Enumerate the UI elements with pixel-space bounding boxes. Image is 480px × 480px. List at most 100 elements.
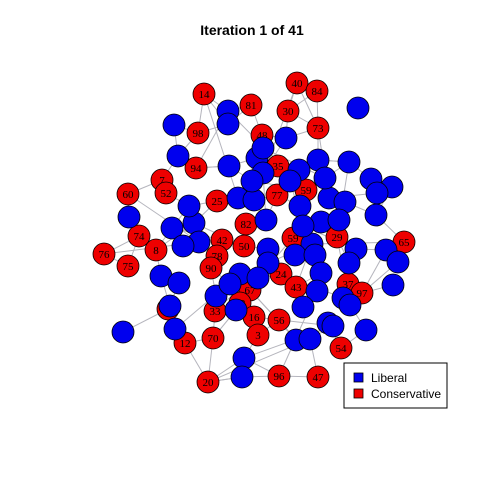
liberal-node [322, 315, 344, 337]
node-label: 3 [255, 330, 261, 342]
conservative-node: 8 [145, 239, 167, 261]
node-label: 81 [246, 100, 257, 112]
liberal-node-circle [168, 272, 190, 294]
liberal-node [255, 209, 277, 231]
node-label: 30 [283, 106, 295, 118]
liberal-node-circle [241, 170, 263, 192]
liberal-node-circle [163, 114, 185, 136]
liberal-node [112, 321, 134, 343]
liberal-node [163, 114, 185, 136]
conservative-node: 60 [117, 183, 139, 205]
legend: Liberal Conservative [344, 363, 447, 408]
conservative-node: 81 [240, 94, 262, 116]
liberal-node-circle [172, 235, 194, 257]
node-label: 77 [272, 190, 284, 202]
legend-box [344, 363, 447, 408]
liberal-node [159, 295, 181, 317]
liberal-node-circle [233, 347, 255, 369]
liberal-node-circle [289, 195, 311, 217]
liberal-node [178, 195, 200, 217]
liberal-node-circle [347, 97, 369, 119]
liberal-node [252, 137, 274, 159]
liberal-node-circle [217, 113, 239, 135]
liberal-node [328, 209, 350, 231]
liberal-node [233, 347, 255, 369]
liberal-node-circle [112, 321, 134, 343]
legend-label-liberal: Liberal [371, 371, 407, 385]
liberal-node [382, 274, 404, 296]
node-label: 20 [203, 377, 215, 389]
liberal-node-circle [382, 274, 404, 296]
liberal-node [365, 204, 387, 226]
node-label: 12 [180, 338, 191, 350]
liberal-node-circle [225, 299, 247, 321]
liberal-node-circle [231, 366, 253, 388]
conservative-node: 50 [233, 235, 255, 257]
liberal-node [225, 299, 247, 321]
conservative-node: 30 [277, 100, 299, 122]
liberal-node-circle [292, 296, 314, 318]
liberal-node-circle [164, 318, 186, 340]
liberal-node [219, 273, 241, 295]
node-label: 25 [212, 196, 224, 208]
node-label: 73 [313, 123, 325, 135]
node-label: 24 [276, 269, 288, 281]
liberal-node-circle [314, 167, 336, 189]
liberal-node-circle [218, 155, 240, 177]
conservative-node: 82 [235, 213, 257, 235]
conservative-node: 90 [200, 257, 222, 279]
conservative-node: 40 [286, 72, 308, 94]
liberal-node [366, 182, 388, 204]
liberal-node-circle [279, 170, 301, 192]
liberal-node-circle [159, 295, 181, 317]
node-label: 82 [241, 219, 252, 231]
liberal-node [299, 328, 321, 350]
conservative-node: 76 [93, 243, 115, 265]
liberal-node-circle [355, 319, 377, 341]
liberal-node-circle [284, 244, 306, 266]
node-label: 65 [399, 237, 411, 249]
liberal-node [355, 319, 377, 341]
conservative-node: 98 [187, 122, 209, 144]
node-label: 76 [99, 249, 111, 261]
conservative-node: 43 [285, 276, 307, 298]
node-label: 16 [249, 312, 261, 324]
liberal-node [243, 189, 265, 211]
conservative-node: 84 [306, 80, 328, 102]
node-label: 40 [292, 78, 304, 90]
liberal-node [217, 113, 239, 135]
liberal-node-circle [299, 328, 321, 350]
node-label: 94 [191, 163, 203, 175]
liberal-node [218, 155, 240, 177]
node-label: 43 [291, 282, 303, 294]
conservative-node: 54 [330, 337, 352, 359]
liberal-node [241, 170, 263, 192]
node-label: 52 [161, 188, 172, 200]
liberal-node-circle [219, 273, 241, 295]
liberal-node [167, 145, 189, 167]
liberal-node-circle [338, 151, 360, 173]
liberal-node-circle [252, 137, 274, 159]
node-label: 84 [312, 86, 324, 98]
legend-swatch-conservative [354, 389, 363, 398]
liberal-node [279, 170, 301, 192]
liberal-node [314, 167, 336, 189]
node-label: 98 [193, 128, 205, 140]
liberal-node-circle [339, 294, 361, 316]
node-label: 60 [123, 189, 135, 201]
node-label: 8 [153, 245, 159, 257]
liberal-node [292, 296, 314, 318]
conservative-node: 14 [193, 83, 215, 105]
liberal-node [292, 215, 314, 237]
liberal-node-circle [366, 182, 388, 204]
node-layer: 14814084304898 7394752603577 5925827487675… [93, 72, 415, 393]
node-label: 96 [274, 371, 286, 383]
liberal-node-circle [292, 215, 314, 237]
liberal-node [172, 235, 194, 257]
conservative-node: 20 [197, 371, 219, 393]
node-label: 90 [206, 263, 218, 275]
liberal-node-circle [338, 252, 360, 274]
liberal-node-circle [365, 204, 387, 226]
liberal-node-circle [255, 209, 277, 231]
